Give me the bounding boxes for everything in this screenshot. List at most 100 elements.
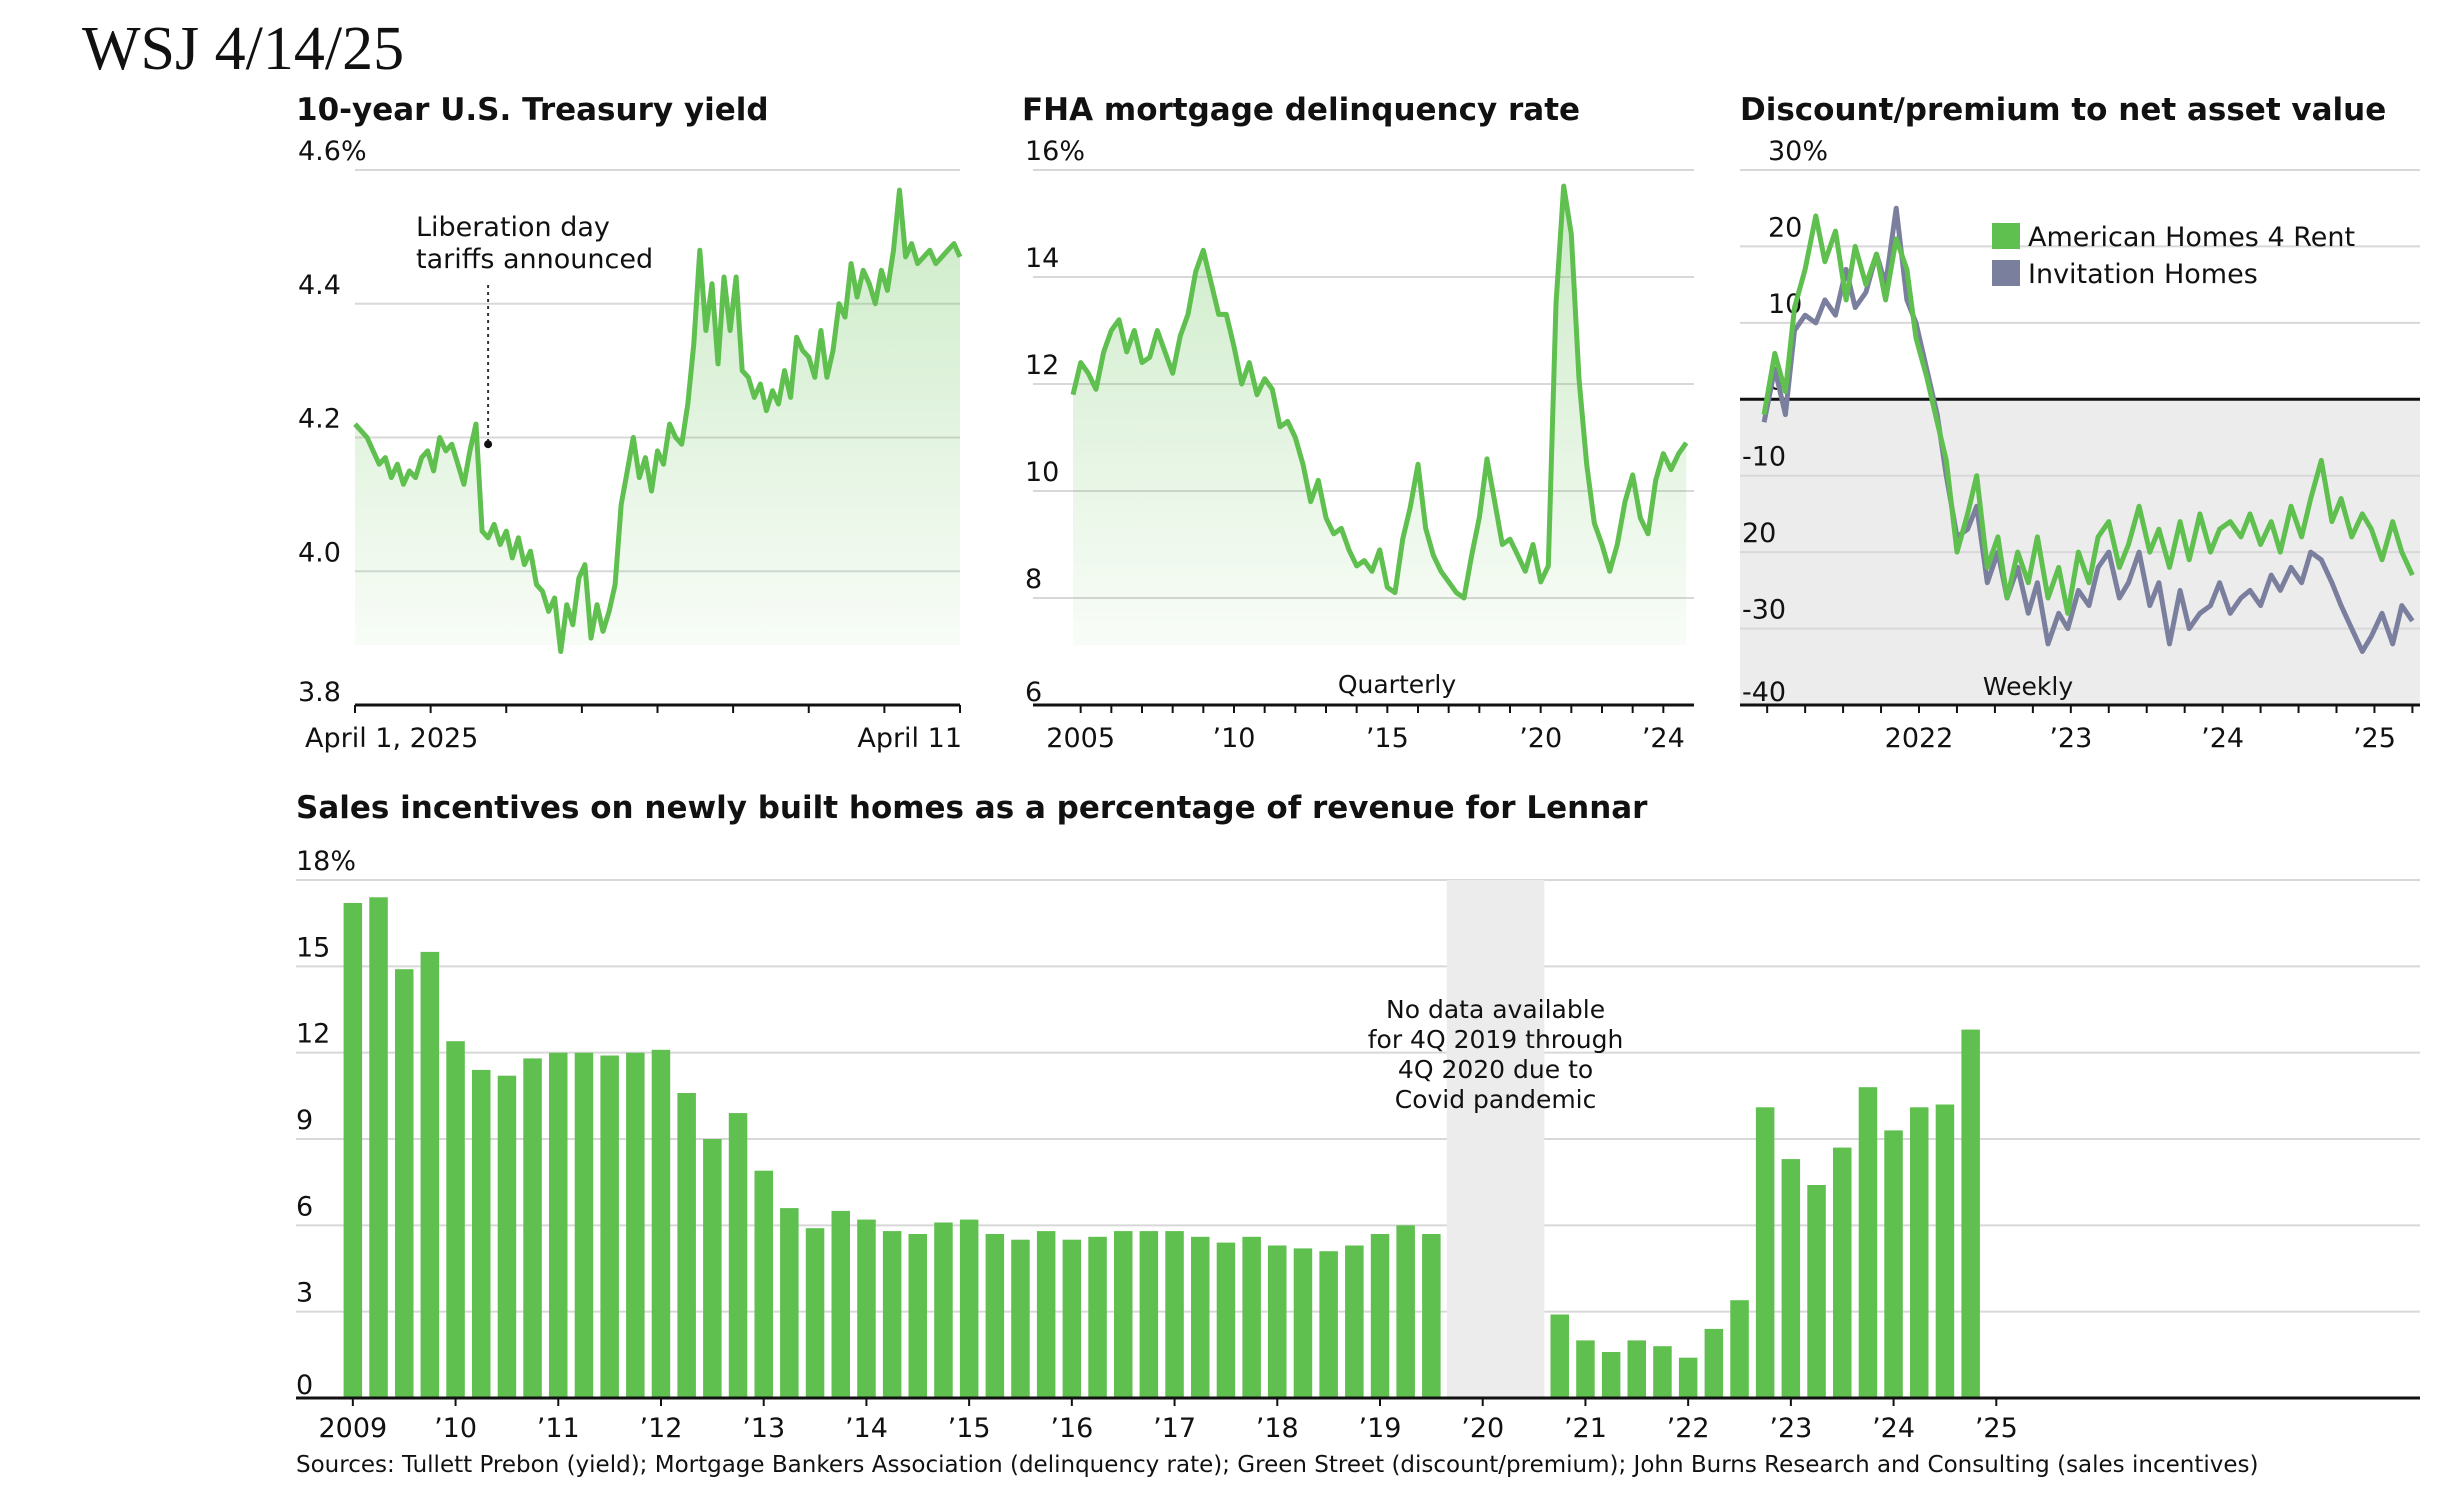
nav-series-amh-line: [1761, 213, 2415, 616]
lennar-y-tick-label: 18%: [296, 846, 356, 877]
lennar-bar: [1422, 1234, 1441, 1398]
lennar-bar: [780, 1208, 799, 1398]
lennar-bar: [1319, 1251, 1338, 1398]
nav-y-tick-label: -40: [1742, 677, 1786, 708]
lennar-bar: [1961, 1029, 1980, 1398]
fha-line: [1070, 183, 1689, 601]
lennar-bar: [1781, 1159, 1801, 1398]
lennar-y-tick-label: 9: [296, 1105, 313, 1136]
treasury-x-tick-label-end: April 11: [857, 723, 962, 754]
lennar-y-tick-label: 6: [296, 1191, 313, 1222]
lennar-bar: [1755, 1107, 1775, 1398]
sources-note: Sources: Tullett Prebon (yield); Mortgag…: [296, 1452, 2259, 1478]
nav-chart-title: Discount/premium to net asset value: [1740, 92, 2387, 128]
lennar-bar: [343, 903, 363, 1398]
lennar-x-tick-label: 2009: [318, 1413, 387, 1444]
treasury-y-tick-label: 4.6%: [298, 136, 367, 167]
lennar-gap-annotation: No data available: [1386, 995, 1605, 1024]
lennar-x-tick-label: ’21: [1564, 1413, 1607, 1444]
lennar-bar: [1011, 1239, 1030, 1398]
lennar-bar: [882, 1231, 902, 1398]
lennar-bar: [1396, 1225, 1415, 1398]
lennar-bar: [728, 1113, 748, 1398]
lennar-bar: [1807, 1185, 1826, 1398]
lennar-bar: [1833, 1147, 1852, 1398]
treasury-x-tick-label-start: April 1, 2025: [305, 723, 478, 754]
lennar-bar: [1627, 1340, 1646, 1398]
treasury-y-tick-label: 3.8: [298, 677, 341, 708]
nav-y-tick-label: 20: [1768, 212, 1802, 243]
lennar-x-tick-label: ’10: [434, 1413, 477, 1444]
lennar-bar: [1935, 1104, 1955, 1398]
treasury-y-tick-label: 4.0: [298, 537, 341, 568]
lennar-x-tick-label: ’15: [948, 1413, 991, 1444]
lennar-x-tick-label: ’16: [1050, 1413, 1093, 1444]
lennar-x-tick-label: ’23: [1769, 1413, 1812, 1444]
fha-x-tick-label: ’20: [1519, 723, 1562, 754]
lennar-x-tick-label: ’14: [845, 1413, 888, 1444]
lennar-bar: [1165, 1231, 1184, 1398]
lennar-bar: [369, 897, 388, 1398]
lennar-gap-annotation: 4Q 2020 due to: [1398, 1055, 1593, 1084]
fha-x-tick-label: 2005: [1046, 723, 1115, 754]
fha-y-tick-label: 16%: [1025, 136, 1085, 167]
lennar-bar: [805, 1228, 825, 1398]
fha-y-tick-label: 8: [1025, 564, 1042, 595]
fha-y-tick-label: 14: [1025, 243, 1059, 274]
lennar-bar: [574, 1052, 594, 1398]
lennar-x-tick-label: ’24: [1872, 1413, 1915, 1444]
lennar-bar: [523, 1058, 542, 1398]
nav-frequency-label: Weekly: [1983, 672, 2073, 701]
fha-x-tick-label: ’15: [1366, 723, 1409, 754]
lennar-bar: [651, 1049, 671, 1398]
lennar-bar: [395, 969, 414, 1398]
treasury-y-tick-label: 4.4: [298, 270, 341, 301]
nav-x-tick-label: ’23: [2049, 723, 2092, 754]
lennar-bar: [1370, 1234, 1390, 1398]
legend-label-amh: American Homes 4 Rent: [2028, 222, 2355, 253]
lennar-bar: [703, 1139, 722, 1398]
fha-y-tick-label: 12: [1025, 350, 1059, 381]
lennar-bar: [1293, 1248, 1313, 1398]
legend-swatch-amh: [1992, 223, 2020, 249]
treasury-annotation-line2: tariffs announced: [416, 244, 653, 275]
lennar-bar: [1601, 1352, 1621, 1398]
lennar-bar: [1036, 1231, 1056, 1398]
fha-area: [1073, 186, 1687, 645]
lennar-bar: [1191, 1236, 1210, 1398]
lennar-bar: [1704, 1328, 1724, 1398]
lennar-bar: [600, 1055, 619, 1398]
fha-x-tick-label: ’24: [1642, 723, 1685, 754]
nav-y-tick-label: 30%: [1768, 136, 1828, 167]
lennar-bar: [754, 1170, 773, 1398]
lennar-bar: [1730, 1300, 1749, 1398]
lennar-bar: [1062, 1239, 1082, 1398]
lennar-x-tick-label: ’17: [1153, 1413, 1196, 1444]
lennar-y-tick-label: 0: [296, 1370, 313, 1401]
lennar-bar: [1216, 1242, 1236, 1398]
lennar-bar: [1576, 1340, 1595, 1398]
nav-x-tick-label: ’25: [2353, 723, 2396, 754]
nav-y-tick-label: -30: [1742, 595, 1786, 626]
lennar-gap-shade: [1446, 880, 1545, 1398]
treasury-annotation-line1: Liberation day: [416, 212, 610, 243]
lennar-bar: [985, 1234, 1005, 1398]
lennar-bar: [677, 1093, 696, 1398]
lennar-bar: [1858, 1087, 1878, 1398]
lennar-y-tick-label: 15: [296, 932, 330, 963]
lennar-bar: [420, 951, 440, 1398]
legend-swatch-invh: [1992, 260, 2020, 286]
lennar-bar: [959, 1219, 979, 1398]
lennar-x-tick-label: ’19: [1359, 1413, 1402, 1444]
lennar-bar: [1884, 1130, 1903, 1398]
lennar-bar: [857, 1219, 876, 1398]
lennar-x-tick-label: ’11: [537, 1413, 580, 1444]
lennar-bar: [472, 1069, 491, 1398]
lennar-bar: [1910, 1107, 1929, 1398]
fha-y-tick-label: 6: [1025, 677, 1042, 708]
lennar-bar: [1345, 1245, 1364, 1398]
lennar-x-tick-label: ’12: [640, 1413, 683, 1444]
lennar-bar: [1114, 1231, 1133, 1398]
fha-frequency-label: Quarterly: [1338, 670, 1457, 699]
lennar-chart-title: Sales incentives on newly built homes as…: [296, 790, 1648, 826]
